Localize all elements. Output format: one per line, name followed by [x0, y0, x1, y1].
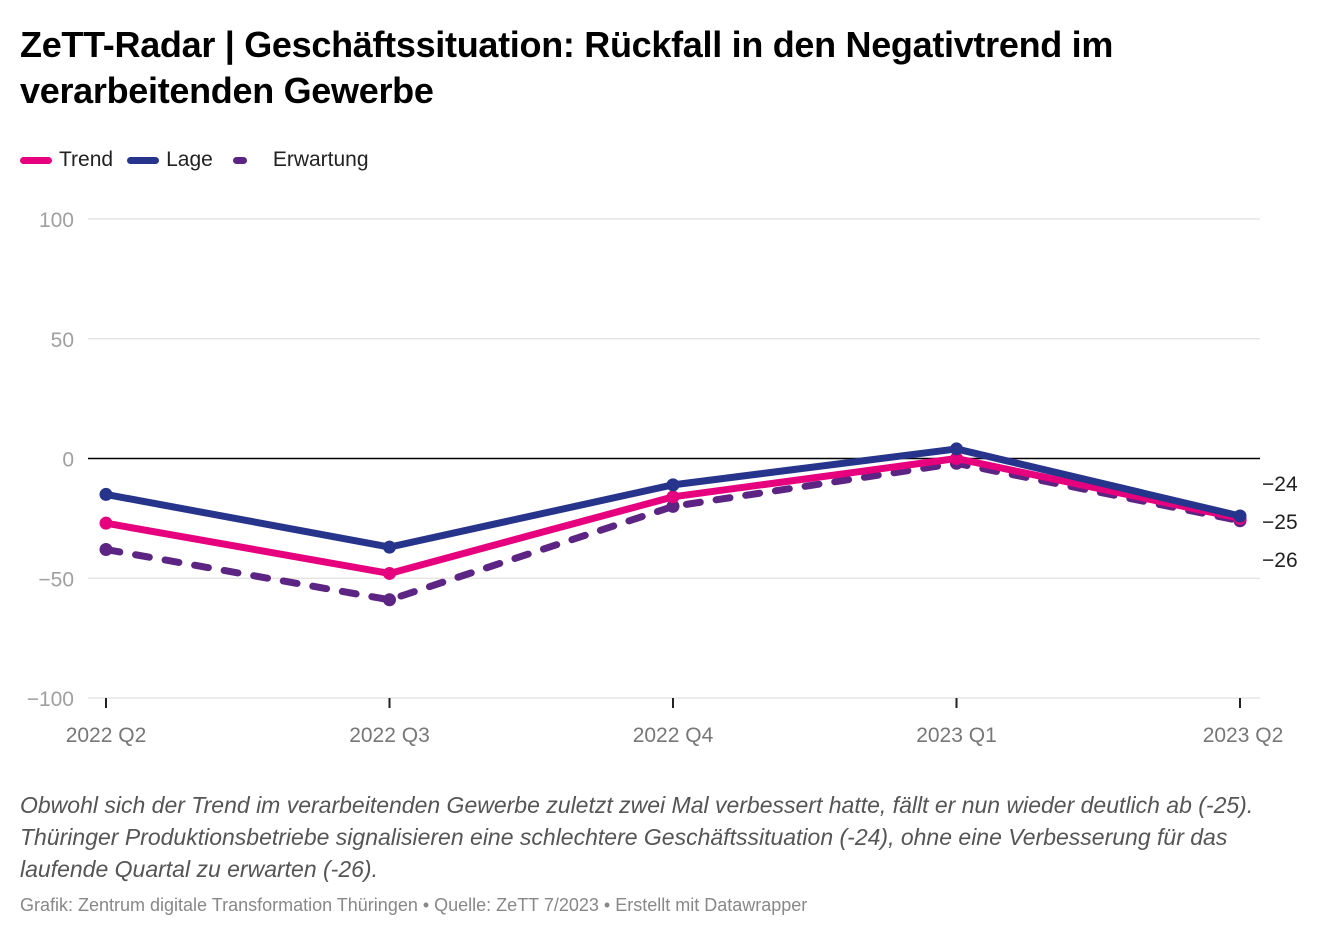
data-point-trend [666, 490, 680, 504]
data-point-lage [666, 478, 680, 492]
legend-swatch-trend [20, 156, 52, 164]
data-point-lage [950, 442, 963, 456]
end-value-label: −26 [1262, 549, 1298, 572]
data-point-lage [99, 487, 113, 501]
y-tick-label: −50 [38, 568, 74, 591]
y-tick-label: 50 [51, 329, 74, 352]
data-point-erwartung [383, 593, 396, 607]
legend-label-erwartung: Erwartung [272, 148, 369, 171]
x-tick-label: 2023 Q2 [1203, 724, 1284, 747]
legend-label-lage: Lage [166, 148, 213, 171]
line-chart: 100 50 0 −50 −100 2022 Q2 2022 Q3 2022 Q4 2023 Q… [27, 209, 1298, 747]
data-point-lage [1233, 509, 1247, 523]
x-tick-label: 2022 Q4 [633, 724, 714, 747]
legend-label-trend: Trend [59, 148, 114, 171]
end-value-label: −24 [1262, 473, 1298, 496]
chart-title: ZeTT-Radar | Geschäftssituation: Rückfal… [20, 24, 1114, 111]
y-tick-label: −100 [27, 688, 74, 711]
data-point-trend [99, 516, 113, 530]
legend-item-erwartung: Erwartung [227, 148, 369, 172]
data-point-trend [950, 452, 963, 465]
legend-item-lage: Lage [127, 148, 213, 172]
data-point-erwartung [666, 499, 680, 513]
legend-swatch-erwartung [232, 156, 247, 164]
data-point-lage [383, 540, 396, 554]
x-tick-label: 2022 Q3 [349, 724, 430, 747]
end-value-label: −25 [1262, 511, 1298, 534]
legend-item-trend: Trend [20, 148, 113, 172]
x-tick-label: 2022 Q2 [66, 724, 147, 747]
chart-footer: Grafik: Zentrum digitale Transformation … [20, 895, 808, 915]
y-tick-label: 100 [39, 209, 74, 232]
chart-description: Obwohl sich der Trend im verarbeitenden … [20, 792, 1254, 882]
x-tick-label: 2023 Q1 [916, 724, 997, 747]
y-tick-label: 0 [62, 449, 74, 472]
legend-swatch-lage [127, 156, 160, 164]
data-point-erwartung [99, 543, 113, 557]
legend: Trend Lage Erwartung [20, 148, 383, 172]
data-point-trend [383, 566, 396, 580]
